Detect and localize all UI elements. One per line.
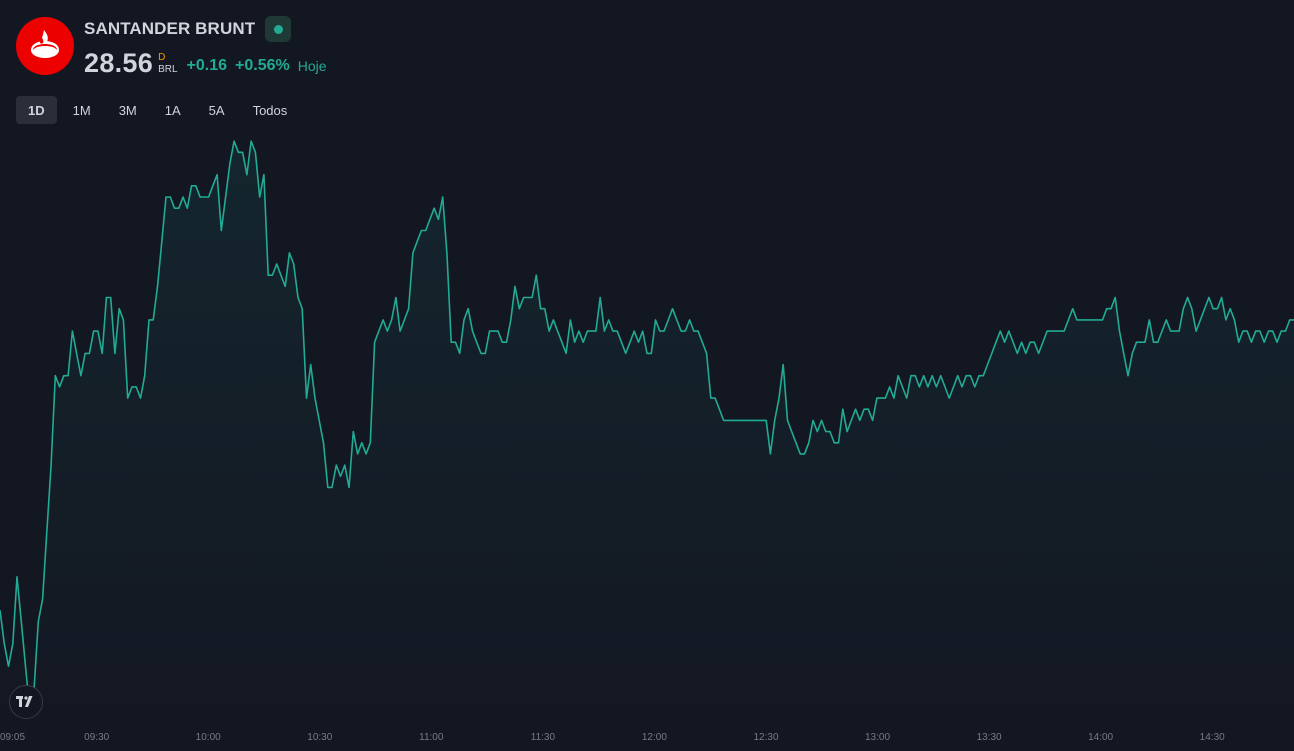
- range-selector: 1D 1M 3M 1A 5A Todos: [16, 96, 303, 124]
- price-series-line: [0, 140, 1294, 712]
- tradingview-logo-icon[interactable]: [9, 685, 43, 719]
- range-button-5a[interactable]: 5A: [208, 102, 225, 118]
- x-tick-label: 09:30: [84, 732, 109, 743]
- x-tick-label: 10:30: [307, 732, 332, 743]
- currency-code: BRL: [158, 64, 178, 75]
- x-tick-label: 13:00: [865, 732, 890, 743]
- santander-flame-icon: [16, 17, 74, 75]
- range-button-1d[interactable]: 1D: [16, 96, 57, 124]
- x-tick-label: 11:30: [531, 732, 556, 743]
- x-tick-label: 09:05: [0, 732, 25, 743]
- market-open-dot-icon: [273, 24, 283, 34]
- x-tick-label: 11:00: [419, 732, 444, 743]
- interval-flag: D: [158, 52, 166, 63]
- price-area-fill: [0, 141, 1294, 722]
- x-tick-label: 12:00: [642, 732, 667, 743]
- price-change: +0.16: [186, 57, 228, 74]
- last-price: 28.56: [84, 48, 154, 78]
- title-row: SANTANDER BRUNT: [84, 16, 292, 42]
- range-button-todos[interactable]: Todos: [252, 102, 288, 118]
- x-tick-label: 10:00: [196, 732, 221, 743]
- x-tick-label: 12:30: [753, 732, 778, 743]
- x-tick-label: 14:30: [1200, 732, 1225, 743]
- change-period-label: Hoje: [297, 58, 327, 74]
- range-button-1m[interactable]: 1M: [72, 102, 91, 118]
- price-meta: D BRL: [158, 52, 177, 76]
- market-status-badge[interactable]: [265, 16, 292, 42]
- symbol-title[interactable]: SANTANDER BRUNT: [84, 19, 256, 38]
- price-row: 28.56 D BRL +0.16 +0.56% Hoje: [84, 48, 327, 78]
- price-change-percent: +0.56%: [235, 57, 290, 74]
- range-button-1a[interactable]: 1A: [164, 102, 181, 118]
- x-tick-label: 14:00: [1088, 732, 1113, 743]
- x-tick-label: 13:30: [977, 732, 1002, 743]
- range-button-3m[interactable]: 3M: [118, 102, 137, 118]
